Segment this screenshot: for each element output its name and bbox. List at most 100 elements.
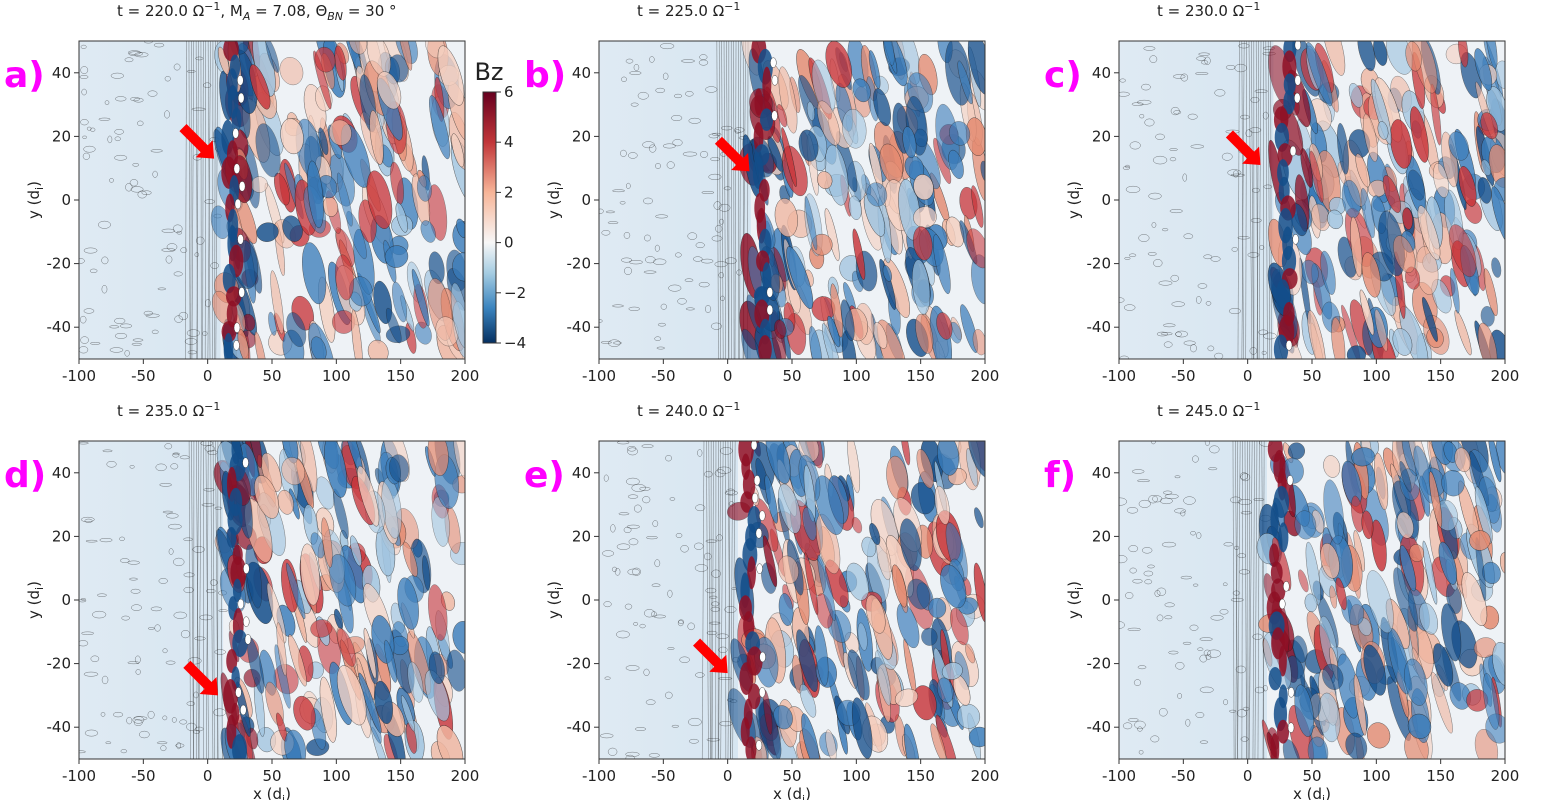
contour-line	[1175, 331, 1182, 337]
contour-line	[629, 71, 642, 75]
x-axis-label: x (di)	[773, 785, 811, 800]
field-patch	[1390, 119, 1413, 169]
contour-line	[1128, 718, 1139, 722]
y-tick-label: 40	[52, 64, 71, 82]
contour-line	[1163, 341, 1173, 348]
field-patch	[1441, 470, 1465, 497]
field-patch	[279, 57, 304, 86]
field-patch	[281, 457, 306, 486]
shock-ramp-patch	[232, 629, 248, 658]
shock-ramp-patch	[752, 156, 764, 190]
contour-line	[652, 520, 659, 528]
field-patch	[945, 522, 968, 582]
field-patch	[781, 127, 797, 188]
field-patch	[1350, 216, 1363, 278]
ripple-line	[205, 441, 209, 759]
ripple-line	[191, 441, 194, 759]
field-patch	[949, 121, 971, 146]
contour-line	[603, 601, 612, 608]
contour-line	[1240, 736, 1249, 742]
contour-line	[705, 539, 718, 543]
field-patch	[808, 326, 823, 359]
field-patch	[1323, 455, 1341, 478]
ripple-line	[1248, 41, 1253, 359]
contour-line	[1192, 583, 1199, 587]
contour-line	[1221, 152, 1233, 161]
field-patch	[1323, 479, 1345, 545]
contour-line	[1162, 323, 1176, 328]
panel-title: t = 225.0 Ω−1	[637, 0, 740, 20]
contour-line	[665, 691, 673, 699]
contour-line	[716, 534, 723, 542]
contour-line	[1262, 111, 1269, 120]
field-patch	[1309, 150, 1324, 203]
heatmap-area	[599, 41, 985, 359]
ripple-line	[1265, 41, 1268, 359]
contour-line	[83, 671, 99, 677]
field-patch	[1327, 209, 1344, 230]
shock-ramp-patch	[231, 107, 242, 132]
field-patch	[1306, 42, 1333, 107]
field-patch	[814, 625, 829, 686]
contour-line	[186, 70, 196, 73]
contour-line	[1249, 127, 1262, 133]
contour-line	[152, 170, 158, 178]
contour-line	[718, 272, 724, 279]
field-patch	[395, 202, 408, 233]
contour-line	[150, 606, 162, 612]
shock-ramp-patch	[754, 88, 763, 116]
x-tick-label: 150	[1426, 367, 1455, 385]
panel-title: t = 235.0 Ω−1	[117, 400, 220, 420]
contour-line	[173, 611, 188, 619]
field-patch	[1367, 722, 1391, 749]
contour-line	[1229, 496, 1242, 504]
field-patch	[1491, 186, 1505, 245]
contour-line	[634, 504, 642, 513]
field-hole	[237, 92, 245, 104]
field-patch	[1322, 663, 1344, 690]
field-patch	[1371, 519, 1387, 572]
contour-line	[625, 751, 640, 757]
x-tick-label: 200	[971, 367, 1000, 385]
contour-line	[1122, 722, 1133, 730]
shock-ramp-patch	[226, 526, 237, 548]
contour-line	[711, 132, 722, 136]
contour-line	[1240, 114, 1250, 120]
contour-line	[687, 622, 695, 631]
x-tick-label: -100	[582, 767, 616, 785]
field-patch	[357, 465, 380, 527]
field-hole	[1283, 581, 1290, 592]
field-patch	[765, 441, 791, 484]
heatmap-area	[1119, 41, 1505, 359]
contour-line	[1203, 649, 1211, 656]
y-tick-label: -40	[567, 718, 592, 736]
red-arrow	[714, 136, 750, 172]
contour-line	[1143, 46, 1156, 51]
contour-line	[1149, 55, 1158, 63]
y-tick-label: 0	[581, 591, 591, 609]
contour-line	[99, 537, 113, 543]
contour-line	[210, 262, 219, 269]
contour-line	[132, 338, 144, 342]
field-patch	[1331, 317, 1346, 359]
field-patch	[847, 649, 870, 701]
field-patch	[940, 564, 967, 609]
x-tick-label: 50	[782, 367, 801, 385]
contour-line	[688, 117, 701, 124]
field-patch	[274, 644, 291, 709]
field-patch	[310, 619, 333, 638]
field-patch	[801, 713, 820, 759]
contour-line	[655, 214, 669, 219]
field-patch	[1407, 713, 1432, 739]
contour-line	[623, 231, 631, 239]
contour-line	[1137, 99, 1152, 105]
shock-ramp-patch	[762, 66, 772, 103]
field-patch	[912, 226, 933, 261]
contour-line	[711, 235, 723, 242]
contour-line	[194, 726, 204, 732]
contour-line	[1143, 570, 1154, 577]
contour-line	[675, 532, 683, 538]
field-patch	[971, 185, 984, 228]
contour-line	[641, 444, 654, 448]
